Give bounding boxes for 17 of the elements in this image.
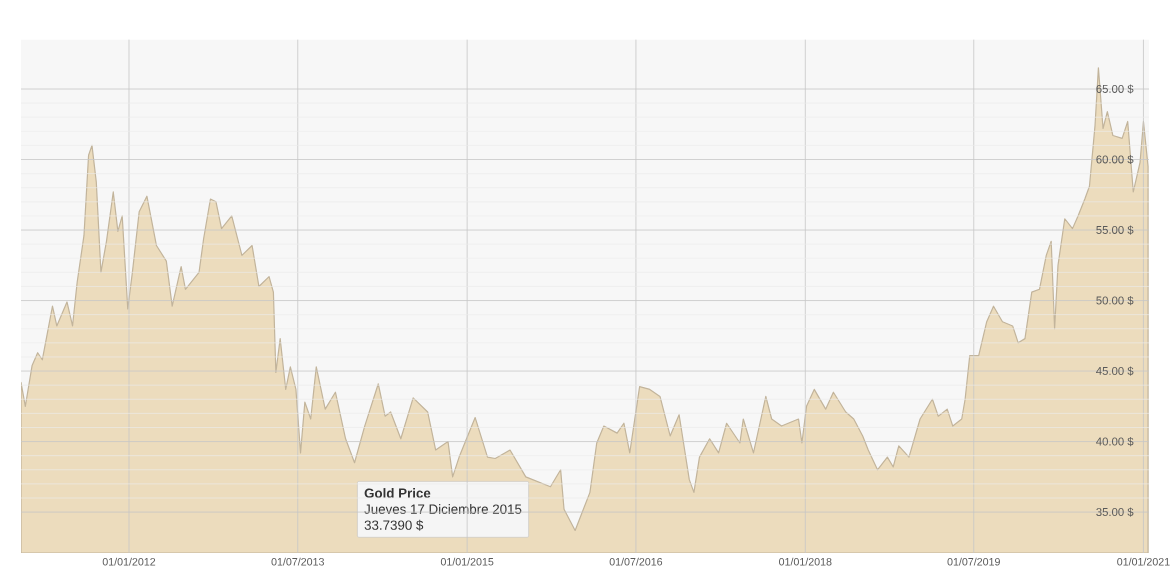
annotation: Gold Price: [364, 488, 431, 498]
y-tick-label: 60.00 $: [1096, 154, 1134, 165]
annotation: Jueves 17 Diciembre 2015: [364, 504, 522, 514]
y-tick-label: 40.00 $: [1096, 436, 1134, 447]
y-tick-label: 50.00 $: [1096, 295, 1134, 306]
y-tick-label: 55.00 $: [1096, 225, 1134, 235]
x-tick-label: 01/07/2016: [609, 557, 663, 566]
y-tick-label: 45.00 $: [1096, 366, 1134, 376]
y-tick-label: 35.00 $: [1096, 507, 1134, 517]
annotation: 33.7390 $: [364, 519, 424, 531]
y-tick-label: 65.00 $: [1096, 84, 1134, 94]
x-tick-label: 01/01/2015: [440, 557, 494, 566]
x-tick-label: 01/01/2012: [102, 557, 156, 566]
x-tick-label: 01/01/2021: [1117, 557, 1170, 566]
x-tick-label: 01/07/2019: [947, 557, 1000, 566]
x-tick-label: 01/01/2018: [779, 557, 832, 566]
x-tick-label: 01/07/2013: [271, 557, 324, 566]
